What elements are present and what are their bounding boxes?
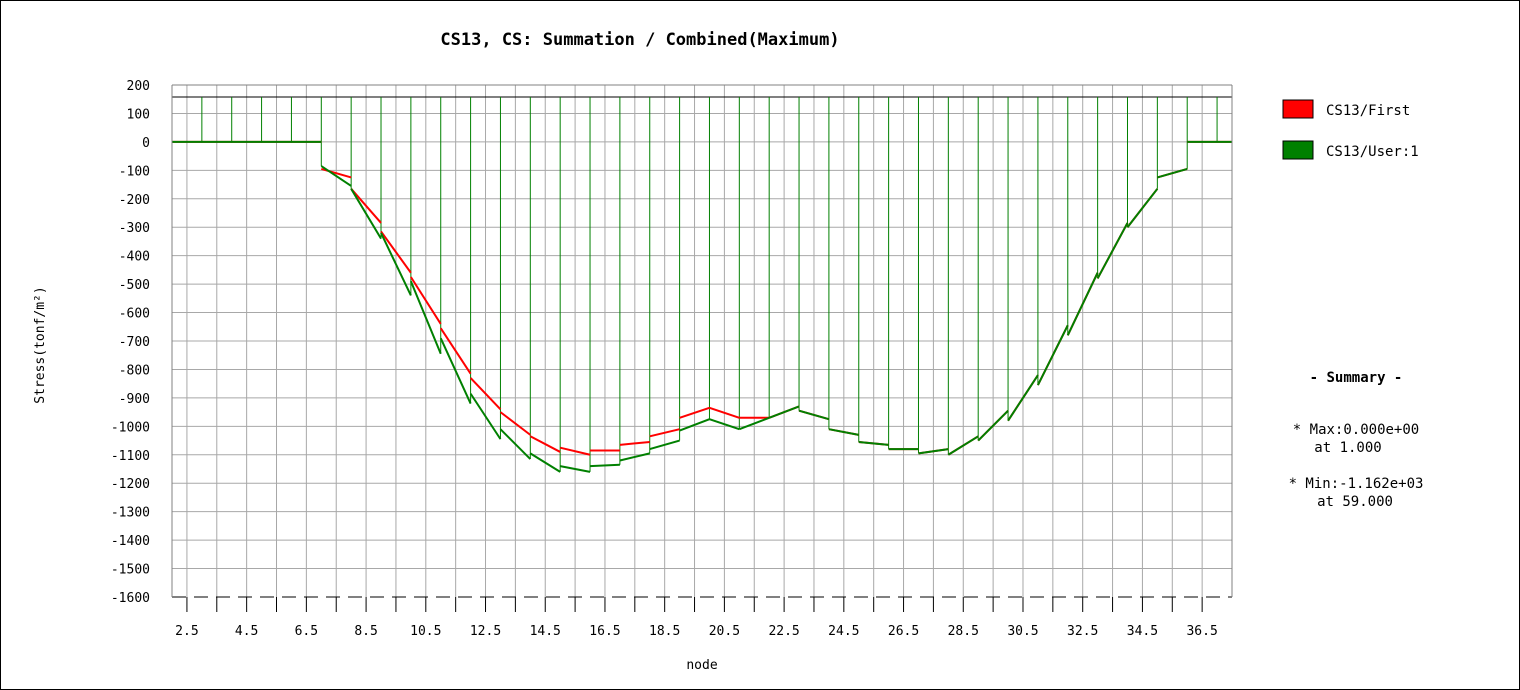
legend-label-first: CS13/First	[1326, 103, 1410, 119]
chart-title: CS13, CS: Summation / Combined(Maximum)	[440, 30, 839, 50]
legend-label-user: CS13/User:1	[1326, 144, 1419, 160]
series-first-segment	[619, 440, 650, 446]
series-first-segment	[679, 406, 710, 419]
summary-min: * Min:-1.162e+03	[1289, 476, 1424, 492]
y-tick-label: -1400	[111, 534, 150, 549]
x-axis-label: node	[686, 658, 717, 673]
series-first-segment	[529, 435, 561, 453]
summary-heading: - Summary -	[1310, 370, 1403, 386]
y-tick-label: -800	[119, 363, 150, 378]
series-user-segment	[768, 405, 800, 419]
y-tick-label: -1300	[111, 506, 150, 521]
x-tick-label: 32.5	[1067, 624, 1098, 639]
summary-max: * Max:0.000e+00	[1293, 422, 1419, 438]
x-tick-label: 34.5	[1127, 624, 1158, 639]
x-tick-label: 14.5	[530, 624, 561, 639]
x-tick-label: 24.5	[828, 624, 859, 639]
x-tick-label: 6.5	[295, 624, 318, 639]
series-user-segment	[679, 418, 710, 432]
y-axis-label: Stress(tonf/m²)	[33, 286, 48, 403]
x-tick-label: 10.5	[410, 624, 441, 639]
series-user-segment	[619, 452, 650, 462]
series-user-segment	[559, 465, 591, 473]
x-tick-label: 26.5	[888, 624, 919, 639]
x-tick-label: 8.5	[354, 624, 377, 639]
x-tick-label: 28.5	[948, 624, 979, 639]
series-user-segment	[738, 416, 770, 431]
series-user-segment	[380, 232, 412, 296]
series-user-segment	[858, 440, 889, 446]
y-tick-label: -1500	[111, 563, 150, 578]
series-first-segment	[439, 327, 472, 375]
series-user-segment	[947, 435, 979, 456]
series-first-segment	[649, 428, 680, 438]
series-first-segment	[559, 446, 591, 456]
axes	[171, 84, 1233, 612]
x-tick-label: 4.5	[235, 624, 258, 639]
y-tick-label: -200	[119, 193, 150, 208]
summary-max-at: at 1.000	[1314, 440, 1381, 456]
summary-panel: - Summary - * Max:0.000e+00 at 1.000 * M…	[1289, 370, 1424, 510]
y-tick-label: 100	[127, 107, 150, 122]
y-tick-label: -1100	[111, 449, 150, 464]
legend-swatch-user	[1282, 140, 1314, 160]
x-tick-label: 2.5	[175, 624, 198, 639]
series-user-segment	[649, 439, 680, 451]
x-tick-label: 30.5	[1007, 624, 1038, 639]
x-tick-label: 12.5	[470, 624, 501, 639]
y-tick-label: -1000	[111, 420, 150, 435]
series-user-segment	[709, 418, 740, 431]
series-user-segment	[1096, 222, 1129, 279]
series-user-segment	[499, 428, 532, 460]
series-user-segment	[1037, 324, 1069, 386]
series-user-segment	[1066, 272, 1099, 336]
x-tick-label: 36.5	[1186, 624, 1217, 639]
series-user-segment	[1007, 374, 1039, 422]
x-tick-label: 22.5	[768, 624, 799, 639]
summary-min-at: at 59.000	[1317, 494, 1393, 510]
x-tick-label: 16.5	[589, 624, 620, 639]
series-first-segment	[410, 276, 442, 325]
y-tick-label: 0	[142, 136, 150, 151]
legend: CS13/First CS13/User:1	[1282, 99, 1419, 160]
series-user-segment	[1126, 188, 1159, 228]
y-tick-label: -700	[119, 335, 150, 350]
x-tick-labels: 2.5 4.5 6.5 8.5 10.5 12.5 14.5 16.5 18.5 20.5 22.5…	[175, 624, 1218, 639]
series-lines	[172, 140, 1232, 473]
y-tick-label: -500	[119, 278, 150, 293]
series-first-segment	[380, 230, 412, 274]
y-tick-label: -1600	[111, 591, 150, 606]
series-user-segment	[350, 188, 382, 240]
series-first-segment	[709, 406, 740, 419]
y-tick-label: -300	[119, 221, 150, 236]
series-first-segment	[469, 377, 502, 410]
y-tick-label: -600	[119, 307, 150, 322]
legend-swatch-first	[1282, 99, 1314, 119]
series-user-segment	[589, 463, 620, 468]
y-tick-label: -100	[119, 164, 150, 179]
series-user-segment	[918, 448, 949, 455]
series-user-segment	[439, 337, 472, 404]
x-tick-label: 20.5	[709, 624, 740, 639]
element-boundaries	[172, 96, 1232, 598]
x-tick-label: 18.5	[649, 624, 680, 639]
series-user-segment	[529, 452, 561, 473]
series-user-segment	[828, 428, 859, 436]
y-tick-label: 200	[127, 79, 150, 94]
series-first-segment	[499, 411, 531, 436]
y-tick-label: -900	[119, 392, 150, 407]
series-user-segment	[798, 409, 830, 421]
series-first-segment	[350, 188, 382, 224]
series-user-segment	[469, 393, 502, 440]
y-tick-label: -1200	[111, 477, 150, 492]
series-user-segment	[409, 280, 442, 355]
grid-lines	[172, 85, 1232, 597]
series-user-segment	[1157, 167, 1188, 179]
series-user-segment	[320, 165, 352, 187]
series-user-segment	[977, 409, 1009, 442]
y-tick-label: -400	[119, 250, 150, 265]
y-tick-labels: 200 100 0 -100 -200 -300 -400 -500 -600 -700 -800 -…	[111, 79, 150, 606]
